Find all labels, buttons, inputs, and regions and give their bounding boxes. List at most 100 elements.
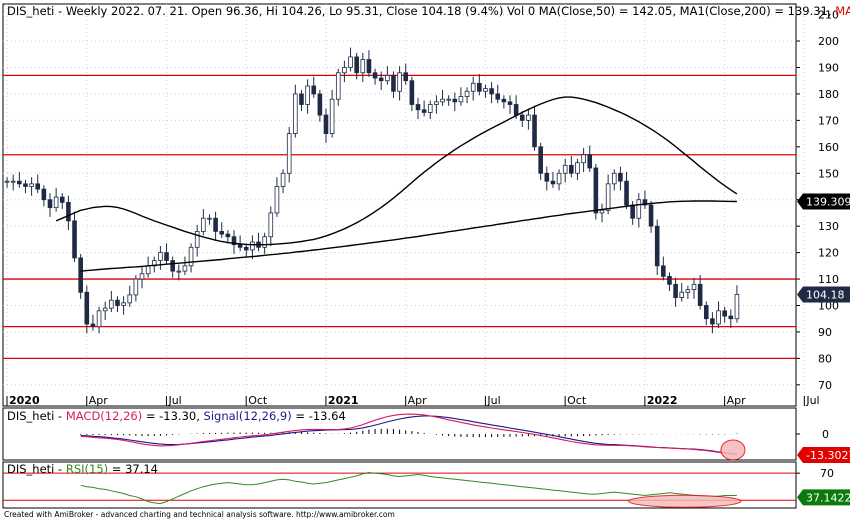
ma-value-tag: 139.309 [797,193,850,210]
macd-panel: 0 [80,413,829,461]
close-value-tag-text: 104.18 [806,288,845,301]
candle-body [139,273,145,280]
candle-body [667,276,672,285]
candle-body [47,199,53,209]
time-tick-label: 2022 [647,394,678,407]
candle-body [268,212,274,238]
candle-body [618,172,623,182]
candle-body [673,283,678,298]
candle-body [385,75,390,82]
close-value-tag-bg [797,286,850,303]
candle-body [182,265,188,272]
candle-body [538,146,543,174]
candle-body [201,217,206,232]
candle-body [391,75,396,92]
candle-body [636,199,642,219]
candle-body [495,93,501,100]
candle-body [35,183,41,190]
price-tick-label: 130 [818,220,839,233]
candle-body [648,204,654,227]
macd-value-tag-text: -13.3027 [806,449,850,462]
candle-body [458,96,464,103]
macd-highlight-circle [720,439,746,461]
candle-body [722,310,727,317]
macd-header-value: = -13.30, [146,409,204,423]
candle-body [409,80,415,105]
candle-body [716,310,721,325]
time-tick-label: Jul [486,394,500,407]
price-header: DIS_heti - Weekly 2022. 07. 21. Open 96.… [7,4,850,18]
candle-body [624,180,629,206]
rsi-header-label: RSI(15) [66,462,108,476]
signal-header-label: Signal(12,26,9) [204,409,292,423]
candle-body [691,283,697,291]
candle-body [41,188,47,201]
candle-body [176,270,182,273]
candle-body [593,167,599,214]
candle-body [679,291,685,298]
rsi-highlight-ellipse [628,494,742,508]
candle-body [348,56,353,68]
candle-body [250,241,255,251]
macd-header: DIS_heti - MACD(12,26) = -13.30, Signal(… [7,409,346,423]
time-tick-label: Jul [805,394,819,407]
candle-body [366,59,372,74]
candle-body [562,164,568,174]
candle-body [188,246,194,267]
price-header-macd: MACD(12,26) [835,4,850,18]
candle-body [728,315,734,320]
rsi-panel: 70 [3,467,834,508]
candle-body [403,72,409,82]
time-tick-label: Oct [567,394,587,407]
candle-body [483,88,488,92]
time-tick-label: 2021 [328,394,359,407]
candle-body [164,252,169,261]
candle-body [127,294,133,304]
candle-body [72,220,77,259]
macd-tick-label: 0 [822,428,829,441]
candle-body [293,93,298,134]
candle-body [452,98,458,103]
candle-body [477,82,482,92]
candle-body [59,196,65,203]
candle-body [378,77,384,82]
candle-body [280,172,286,187]
candle-body [697,283,703,306]
candle-body [489,88,494,95]
price-tick-label: 110 [818,273,839,286]
time-tick-label: Oct [248,394,268,407]
candle-body [17,180,22,185]
candle-body [544,172,550,182]
candle-body [342,67,347,74]
price-tick-label: 120 [818,247,839,260]
candle-body [507,101,513,105]
candle-body [194,231,200,248]
rsi-line [80,471,737,505]
macd-header-name: DIS_heti - [7,409,66,423]
candle-body [109,299,114,309]
time-tick-label: Jul [167,394,181,407]
candle-body [360,59,366,74]
candle-body [421,109,427,113]
candle-body [415,104,421,111]
candle-body [335,72,341,100]
candles [4,47,740,334]
candle-body [90,323,96,328]
candle-body [630,204,635,219]
price-tick-label: 100 [818,300,839,313]
candle-body [102,307,108,312]
candle-body [513,104,519,116]
price-tick-label: 170 [818,114,839,127]
candle-body [703,305,709,320]
candle-body [115,299,120,306]
candle-body [66,201,71,222]
candle-body [170,260,175,272]
candle-body [207,217,212,220]
candle-body [237,244,243,248]
candle-body [611,172,617,185]
candle-body [446,98,451,101]
candle-body [605,183,611,211]
candle-body [243,246,249,251]
price-tick-label: 80 [818,352,832,365]
candle-body [501,98,507,103]
